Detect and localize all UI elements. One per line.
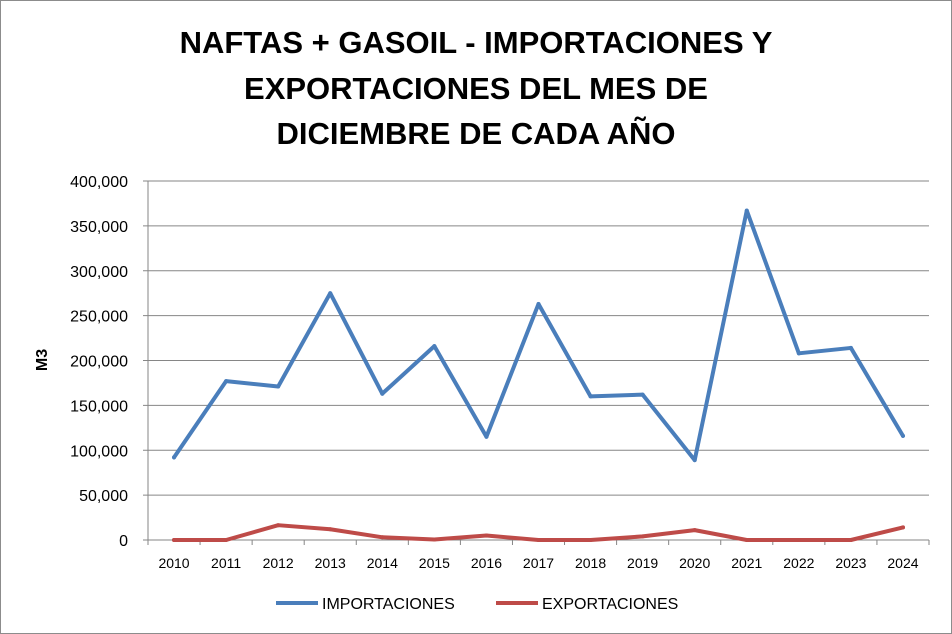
chart-title-line-1: NAFTAS + GASOIL - IMPORTACIONES Y bbox=[180, 25, 773, 60]
data-point-exportaciones bbox=[900, 525, 905, 530]
series-lines bbox=[172, 208, 905, 542]
data-point-exportaciones bbox=[796, 538, 801, 542]
data-point-importaciones bbox=[744, 208, 749, 213]
x-tick-label: 2023 bbox=[835, 555, 866, 571]
chart-title-line-2: EXPORTACIONES DEL MES DE bbox=[244, 71, 708, 106]
data-point-exportaciones bbox=[588, 538, 593, 542]
series-line-importaciones bbox=[172, 208, 905, 463]
data-point-exportaciones bbox=[380, 535, 385, 540]
axes bbox=[143, 180, 930, 545]
data-point-importaciones bbox=[328, 291, 333, 296]
x-tick-label: 2015 bbox=[419, 555, 450, 571]
data-point-exportaciones bbox=[224, 538, 229, 542]
data-point-importaciones bbox=[588, 394, 593, 399]
y-tick-label: 350,000 bbox=[70, 219, 128, 236]
data-point-exportaciones bbox=[536, 538, 541, 542]
data-point-importaciones bbox=[380, 391, 385, 396]
chart-title: NAFTAS + GASOIL - IMPORTACIONES Y EXPORT… bbox=[180, 25, 773, 151]
x-tick-label: 2017 bbox=[523, 555, 554, 571]
x-tick-label: 2013 bbox=[315, 555, 346, 571]
x-tick-label: 2011 bbox=[211, 555, 241, 571]
data-point-importaciones bbox=[172, 455, 177, 460]
legend: IMPORTACIONES EXPORTACIONES bbox=[276, 596, 678, 613]
y-tick-label: 150,000 bbox=[70, 398, 128, 415]
y-tick-label: 200,000 bbox=[70, 354, 128, 371]
x-tick-label: 2024 bbox=[887, 555, 918, 571]
data-point-exportaciones bbox=[172, 538, 177, 542]
x-tick-label: 2019 bbox=[627, 555, 658, 571]
x-tick-labels: 2010 2011 2012 2013 2014 2015 2016 2017 2018 2019… bbox=[158, 555, 918, 571]
y-tick-label: 50,000 bbox=[79, 488, 128, 505]
data-point-importaciones bbox=[536, 301, 541, 306]
y-tick-label: 250,000 bbox=[70, 309, 128, 326]
data-point-exportaciones bbox=[484, 533, 489, 538]
x-tick-label: 2012 bbox=[263, 555, 294, 571]
x-tick-label: 2021 bbox=[731, 555, 762, 571]
x-tick-label: 2020 bbox=[679, 555, 710, 571]
y-tick-label: 300,000 bbox=[70, 264, 128, 281]
gridlines bbox=[148, 180, 929, 496]
data-point-importaciones bbox=[900, 433, 905, 438]
y-tick-label: 400,000 bbox=[70, 174, 128, 191]
x-tick-label: 2010 bbox=[158, 555, 189, 571]
series-line-exportaciones bbox=[172, 523, 905, 542]
data-point-exportaciones bbox=[692, 528, 697, 533]
legend-label-importaciones: IMPORTACIONES bbox=[322, 596, 455, 613]
data-point-importaciones bbox=[848, 345, 853, 350]
data-point-exportaciones bbox=[848, 538, 853, 542]
data-point-importaciones bbox=[796, 351, 801, 356]
data-point-exportaciones bbox=[328, 527, 333, 532]
chart-title-line-3: DICIEMBRE DE CADA AÑO bbox=[277, 116, 676, 151]
data-point-importaciones bbox=[432, 344, 437, 349]
y-tick-label: 100,000 bbox=[70, 443, 128, 460]
data-point-importaciones bbox=[692, 458, 697, 463]
data-point-exportaciones bbox=[276, 523, 281, 528]
data-point-importaciones bbox=[276, 384, 281, 389]
x-tick-label: 2018 bbox=[575, 555, 606, 571]
y-axis-label: M3 bbox=[34, 349, 51, 371]
x-tick-label: 2016 bbox=[471, 555, 502, 571]
data-point-exportaciones bbox=[744, 538, 749, 542]
x-tick-label: 2014 bbox=[367, 555, 398, 571]
data-point-importaciones bbox=[484, 434, 489, 439]
data-point-exportaciones bbox=[640, 534, 645, 539]
data-point-importaciones bbox=[224, 379, 229, 384]
y-tick-labels: 0 50,000 100,000 150,000 200,000 250,000 300,0… bbox=[70, 174, 128, 550]
data-point-importaciones bbox=[640, 392, 645, 397]
data-point-exportaciones bbox=[432, 537, 437, 542]
legend-label-exportaciones: EXPORTACIONES bbox=[542, 596, 678, 613]
x-tick-label: 2022 bbox=[783, 555, 814, 571]
y-tick-label: 0 bbox=[119, 533, 128, 550]
